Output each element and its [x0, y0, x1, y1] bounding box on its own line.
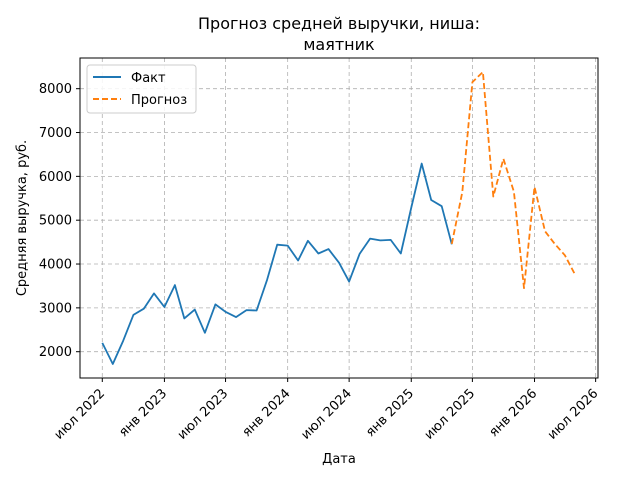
- x-tick-label: янв 2023: [116, 386, 170, 440]
- y-tick-label: 5000: [39, 214, 72, 229]
- y-axis: 2000 3000 4000 5000 6000 7000 8000: [39, 82, 80, 360]
- x-tick-label: июл 2026: [545, 386, 602, 443]
- chart-title: Прогноз средней выручки, ниша:: [198, 14, 480, 33]
- series-lines: [101, 71, 576, 365]
- x-tick-label: июл 2022: [52, 386, 109, 443]
- legend-label-fact: Факт: [131, 71, 166, 86]
- x-tick-label: янв 2026: [486, 386, 540, 440]
- y-tick-label: 4000: [39, 258, 72, 273]
- y-tick-label: 2000: [39, 345, 72, 360]
- y-tick-label: 8000: [39, 82, 72, 97]
- legend-label-forecast: Прогноз: [131, 93, 187, 108]
- x-tick-label: июл 2025: [422, 386, 479, 443]
- y-axis-label: Средняя выручка, руб.: [15, 140, 30, 296]
- y-tick-label: 3000: [39, 301, 72, 316]
- y-tick-label: 6000: [39, 170, 72, 185]
- x-tick-label: янв 2025: [363, 386, 417, 440]
- x-axis-label: Дата: [322, 452, 356, 467]
- y-tick-label: 7000: [39, 126, 72, 141]
- plot-frame: [79, 57, 599, 379]
- x-axis: июл 2022 янв 2023 июл 2023 янв 2024 июл 2024…: [52, 378, 602, 443]
- series-line-fact: [101, 162, 453, 365]
- series-line-forecast: [450, 71, 576, 290]
- legend: Факт Прогноз: [86, 64, 197, 114]
- x-tick-label: июл 2023: [175, 386, 232, 443]
- chart-subtitle: маятник: [303, 35, 375, 54]
- x-tick-label: янв 2024: [240, 386, 294, 440]
- x-tick-label: июл 2024: [298, 386, 355, 443]
